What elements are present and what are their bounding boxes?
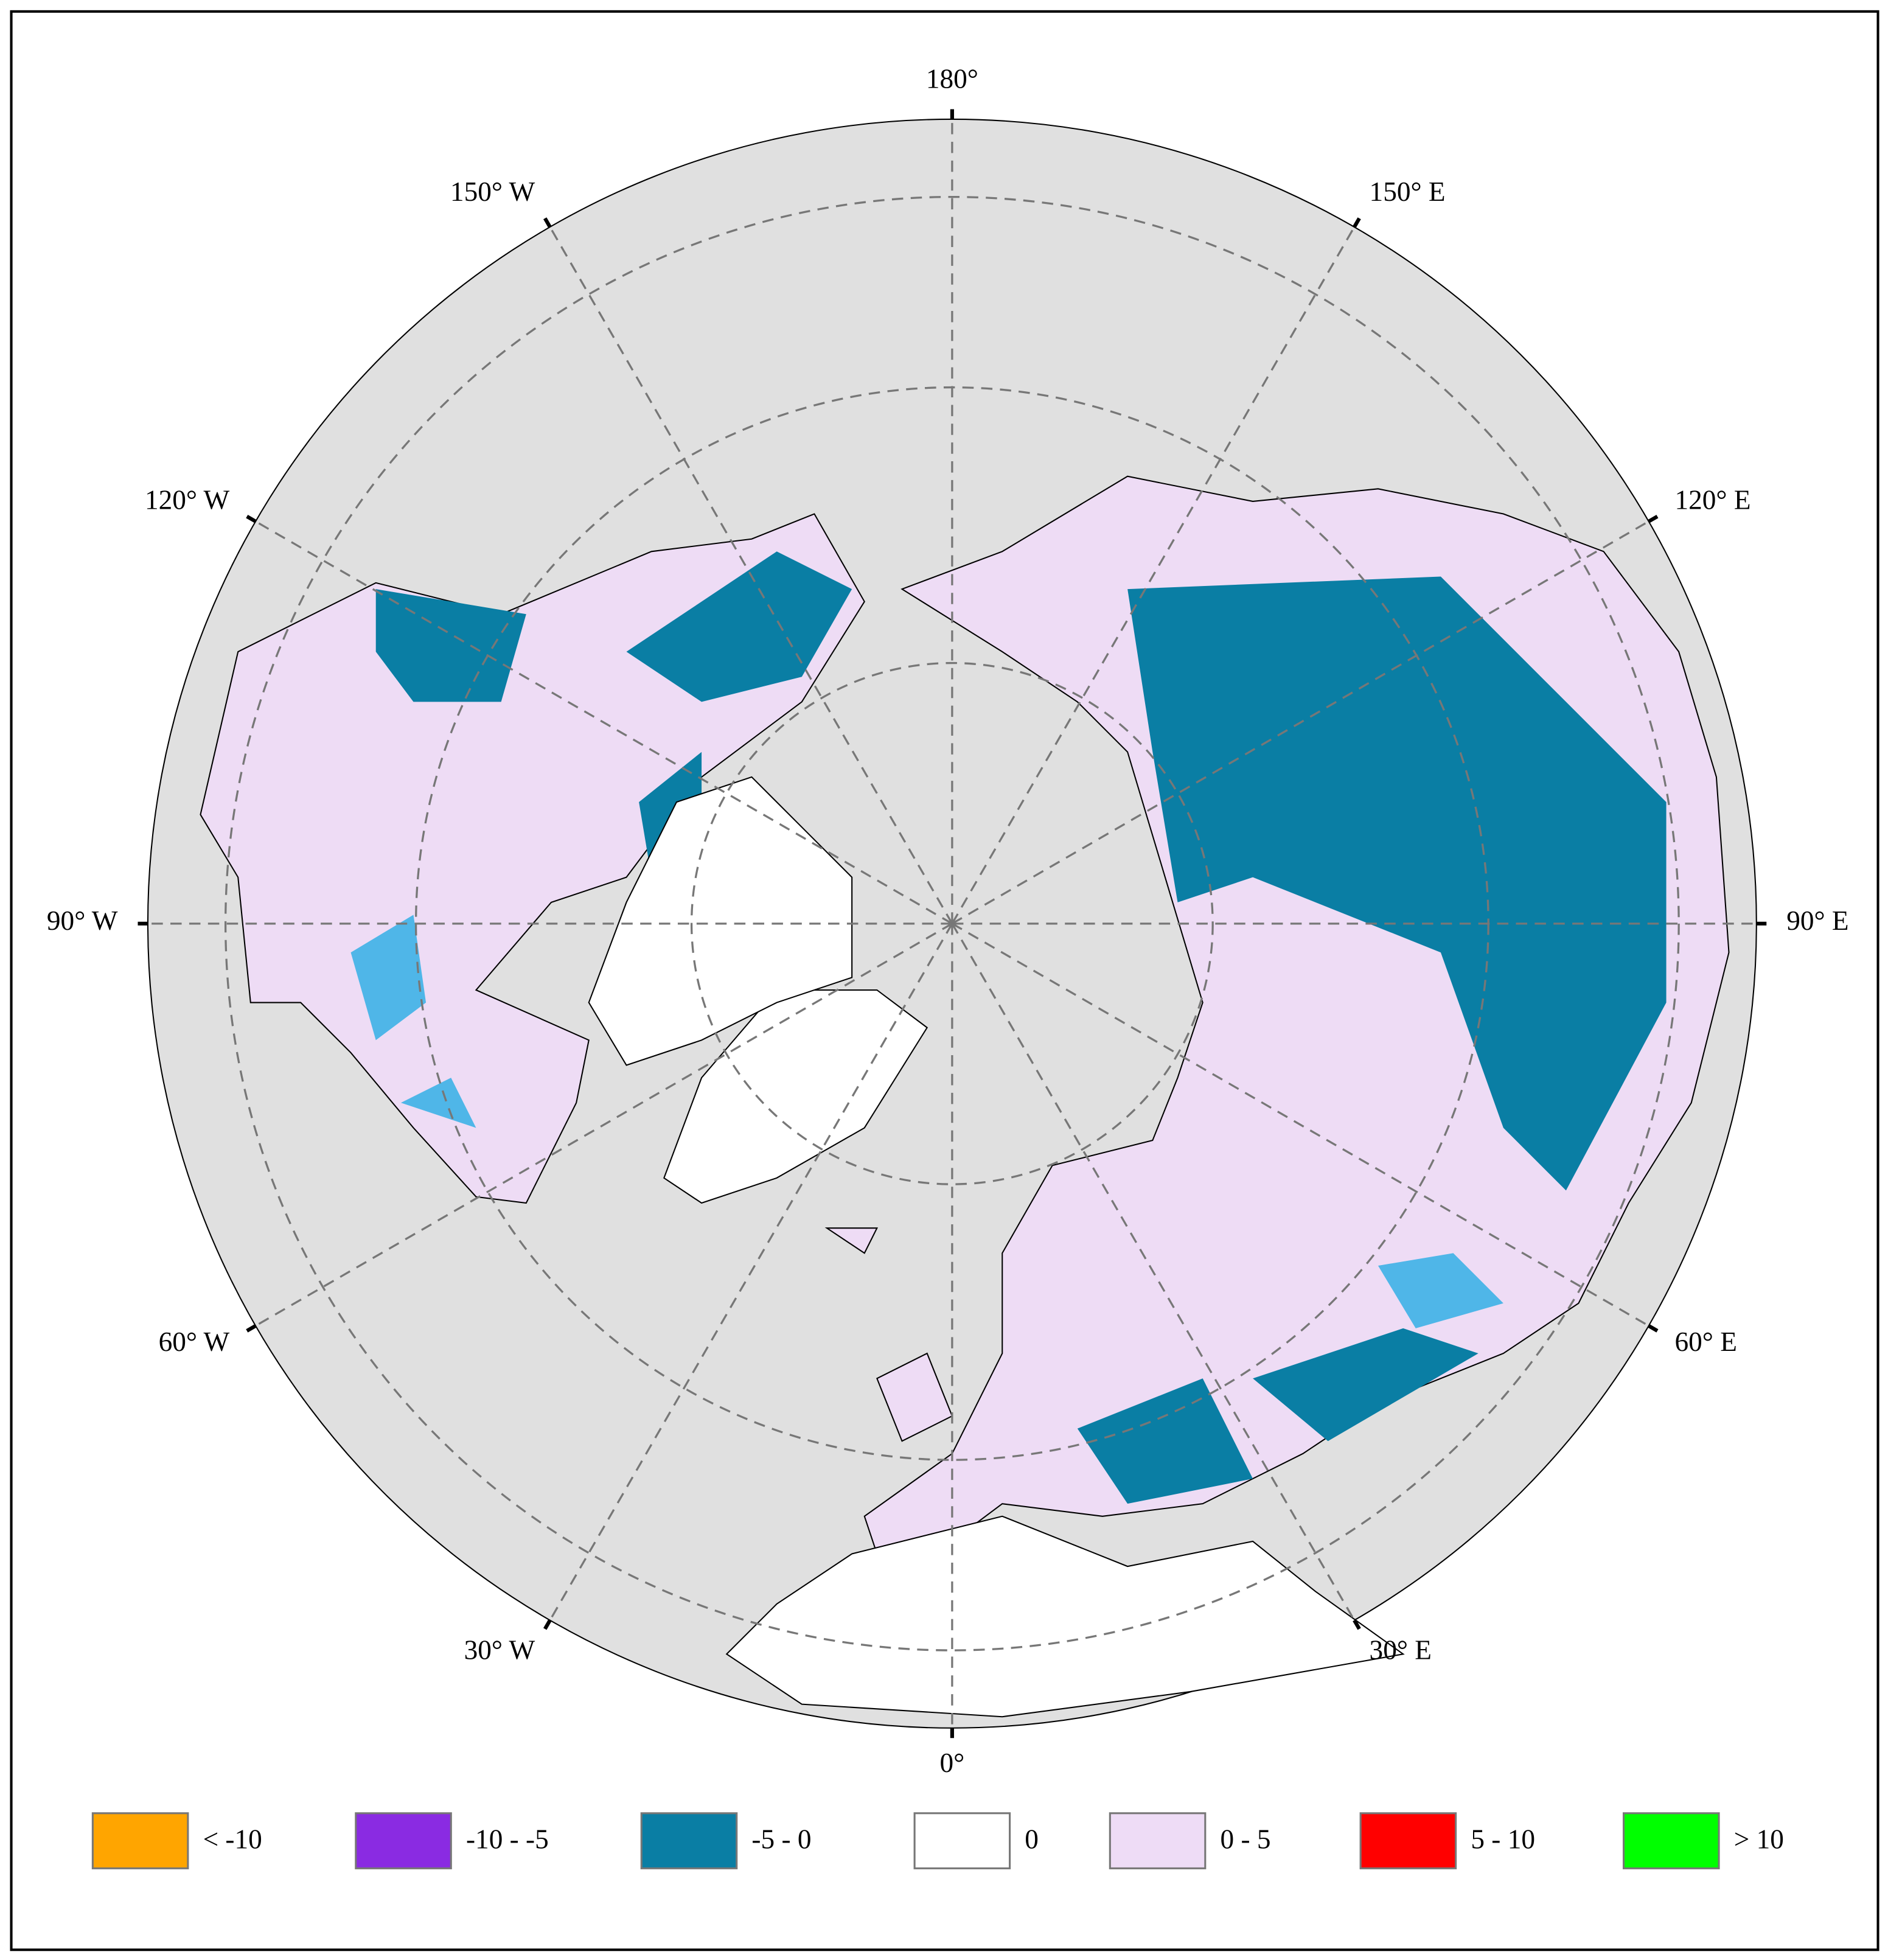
legend-label: > 10 [1734, 1824, 1784, 1855]
legend-label: 0 [1025, 1824, 1039, 1855]
tick-mark [1648, 514, 1659, 523]
legend-label: < -10 [203, 1824, 262, 1855]
tick-mark [543, 217, 552, 228]
lakes [350, 915, 476, 1128]
longitude-label: 60° W [159, 1327, 230, 1357]
longitude-label: 90° E [1786, 905, 1848, 936]
longitude-label: 120° E [1674, 484, 1750, 515]
legend-swatch [91, 1812, 189, 1869]
longitude-label: 150° E [1370, 176, 1446, 207]
meridian [951, 923, 1356, 1621]
meridian [952, 520, 1649, 925]
legend-label: 5 - 10 [1471, 1824, 1535, 1855]
legend-label: 0 - 5 [1221, 1824, 1271, 1855]
longitude-label: 150° W [450, 176, 535, 207]
north-america-decrease [375, 551, 852, 877]
legend-label: -10 - -5 [466, 1824, 549, 1855]
central-asia-lake [1378, 1253, 1503, 1328]
legend-swatch [1622, 1812, 1720, 1869]
meridian [951, 226, 1356, 924]
longitude-label: 30° E [1370, 1635, 1432, 1665]
arctic-islands [588, 776, 853, 1066]
longitude-label: 30° W [464, 1635, 535, 1665]
africa [725, 1515, 1405, 1718]
latitude-circle [224, 195, 1680, 1651]
meridian [549, 923, 953, 1621]
tick-mark [1648, 1324, 1659, 1333]
legend-swatch [1109, 1812, 1207, 1869]
legend-swatch [913, 1812, 1011, 1869]
latitude-circle [690, 661, 1214, 1185]
eurasia-decrease [1077, 576, 1667, 1504]
longitude-label: 90° W [47, 905, 118, 936]
longitude-label: 180° [926, 64, 978, 94]
legend-label: -5 - 0 [751, 1824, 811, 1855]
land [200, 475, 1730, 1718]
longitude-label: 120° W [145, 484, 230, 515]
legend: < -10 -10 - -5 -5 - 0 0 0 - 5 5 - 10 > 10 [91, 1812, 1784, 1869]
legend-swatch [1359, 1812, 1457, 1869]
tick-mark [246, 1324, 257, 1333]
tick-mark [1353, 1619, 1361, 1630]
legend-swatch [355, 1812, 452, 1869]
legend-swatch [640, 1812, 738, 1869]
tick-mark [543, 1619, 552, 1630]
longitude-label: 0° [940, 1748, 965, 1778]
meridian [952, 922, 1649, 1327]
longitude-label: 60° E [1674, 1327, 1736, 1357]
tick-mark [1353, 217, 1361, 228]
greenland [663, 989, 928, 1204]
meridian [255, 922, 953, 1327]
meridian [549, 226, 953, 924]
graticule: 180° 150° W 150° E 120° W 120° E 90° W 90° E 60… [47, 64, 1849, 1778]
meridian [255, 520, 953, 925]
tick-mark [246, 514, 257, 523]
